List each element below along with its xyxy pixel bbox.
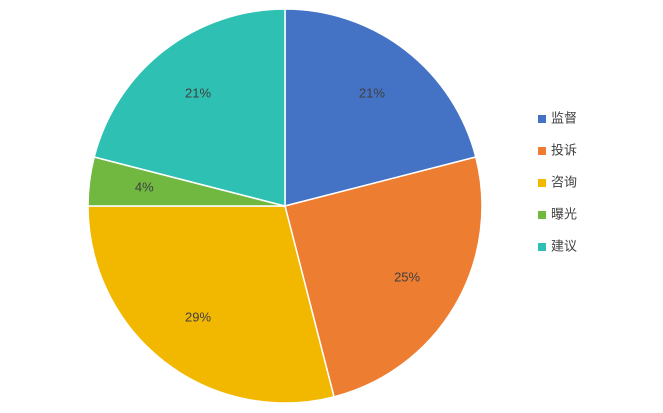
data-label: 4% (135, 180, 154, 195)
pie-slice (93, 8, 286, 207)
legend-label: 投诉 (551, 142, 577, 157)
legend-swatch (538, 147, 546, 155)
legend-swatch (538, 115, 546, 123)
legend-label: 建议 (551, 238, 577, 253)
legend-swatch (538, 179, 546, 187)
legend-swatch (538, 211, 546, 219)
data-label: 21% (185, 85, 211, 100)
data-label: 21% (359, 85, 385, 100)
legend-label: 咨询 (551, 174, 577, 189)
pie-slice (284, 156, 483, 398)
legend-label: 监督 (551, 110, 577, 125)
legend-swatch (538, 243, 546, 251)
data-label: 29% (185, 310, 211, 325)
legend-label: 曝光 (551, 206, 577, 221)
pie-slice (87, 205, 335, 404)
pie-slice (284, 8, 477, 207)
data-label: 25% (394, 270, 420, 285)
